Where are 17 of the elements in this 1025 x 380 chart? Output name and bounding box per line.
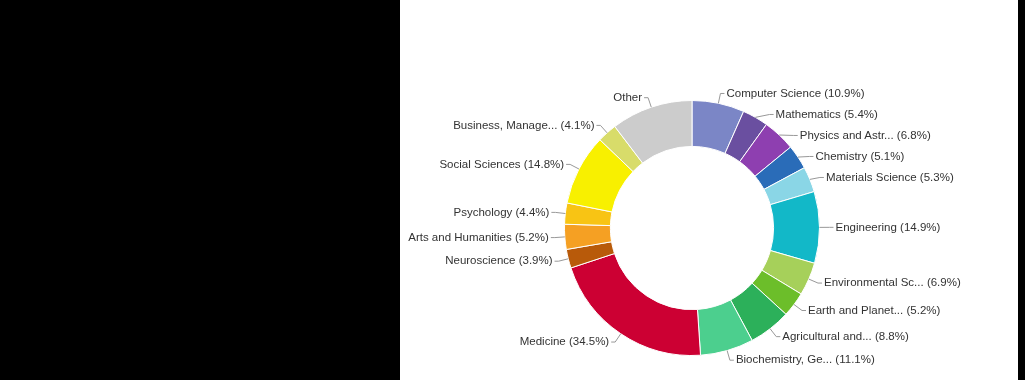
slice-label: Arts and Humanities (5.2%): [408, 230, 549, 243]
slice-label: Engineering (14.9%): [835, 220, 941, 233]
slice-label: Social Sciences (14.8%): [439, 157, 565, 170]
slice-label: Agricultural and... (8.8%): [782, 329, 909, 342]
slice-label: Biochemistry, Ge... (11.1%): [735, 353, 875, 366]
slice-label: Earth and Planet... (5.2%): [808, 303, 941, 316]
slice-label: Mathematics (5.4%): [775, 107, 878, 120]
slice-label: Materials Science (5.3%): [825, 170, 954, 183]
slice-label: Medicine (34.5%): [519, 335, 610, 348]
slice-label: Physics and Astr... (6.8%): [799, 128, 931, 141]
slice-label: Business, Manage... (4.1%): [453, 118, 595, 131]
slice-label: Environmental Sc... (6.9%): [823, 276, 961, 289]
slice-label: Psychology (4.4%): [453, 205, 550, 218]
slice-label: Other: [613, 90, 643, 103]
slice-label: Neuroscience (3.9%): [445, 254, 553, 267]
slice-label: Computer Science (10.9%): [726, 86, 865, 99]
slice-label: Chemistry (5.1%): [815, 149, 905, 162]
